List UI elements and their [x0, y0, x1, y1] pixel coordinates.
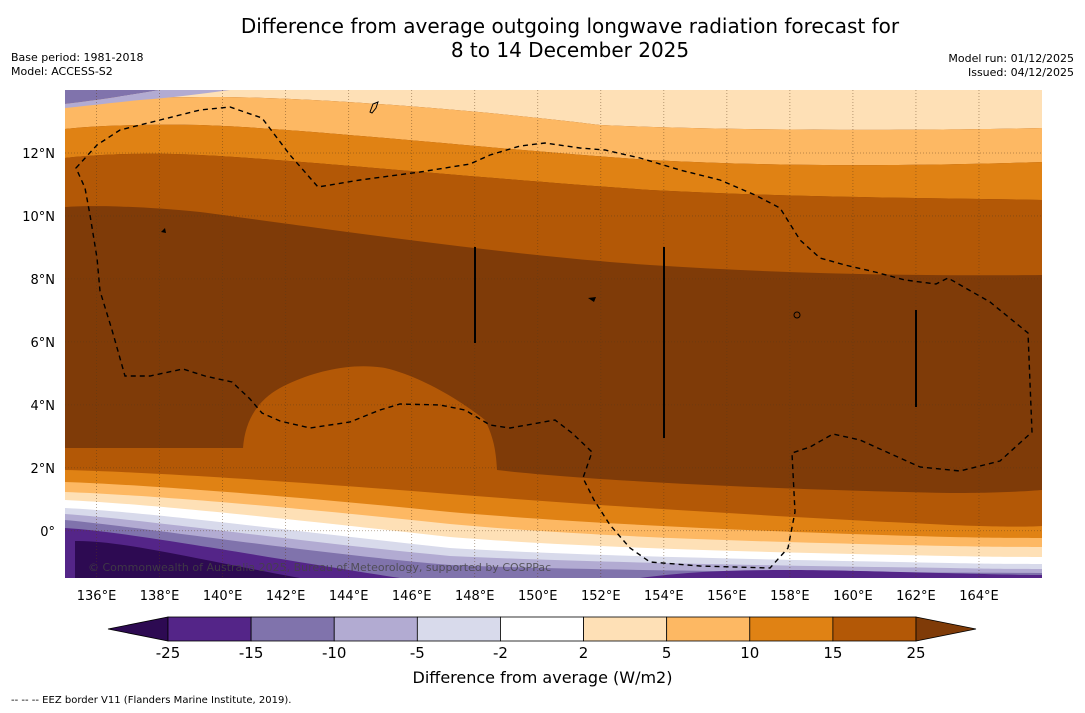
- x-tick-label: 138°E: [140, 589, 180, 604]
- colorbar-tick-label: 10: [740, 644, 759, 662]
- x-tick-label: 152°E: [581, 589, 621, 604]
- eez-border: [75, 106, 1033, 569]
- island-spec-b: [588, 297, 596, 302]
- y-tick-label: 0°: [40, 525, 55, 540]
- x-tick-label: 156°E: [707, 589, 747, 604]
- colorbar-tick-label: -10: [322, 644, 347, 662]
- band-north-5-10: [65, 95, 1042, 166]
- colorbar-segment: [500, 616, 584, 642]
- band-north-15-25: [65, 153, 1042, 276]
- colorbar-tick-label: 15: [823, 644, 842, 662]
- island-line-162e: [915, 310, 917, 407]
- y-axis-ticks: 0° 2°N 4°N 6°N 8°N 10°N 12°N: [22, 147, 55, 540]
- chart-title: Difference from average outgoing longwav…: [0, 14, 1085, 62]
- x-tick-label: 144°E: [329, 589, 369, 604]
- colorbar-segment: [167, 616, 252, 642]
- colorbar-tick-label: 2: [579, 644, 589, 662]
- model-name: Model: ACCESS-S2: [11, 65, 113, 78]
- band-central-15-25-bulge: [243, 366, 497, 470]
- colorbar-tick-label: -15: [239, 644, 264, 662]
- x-tick-label: 158°E: [770, 589, 810, 604]
- model-info: Base period: 1981-2018 Model: ACCESS-S2: [11, 51, 143, 79]
- island-line-148e: [474, 247, 476, 343]
- footnote: -- -- -- EEZ border V11 (Flanders Marine…: [11, 695, 292, 706]
- colorbar-segment: [333, 616, 418, 642]
- x-tick-label: 136°E: [77, 589, 117, 604]
- band-north-2-5: [65, 90, 1042, 130]
- map-credit: © Commonwealth of Australia 2025, Bureau…: [88, 561, 551, 574]
- colorbar-extend-max: [915, 616, 977, 642]
- colorbar-tick-label: -5: [410, 644, 425, 662]
- band-south-below-minus25: [75, 540, 300, 578]
- island-line-154e: [663, 247, 665, 438]
- island-marker-north: [369, 101, 379, 114]
- y-tick-label: 6°N: [31, 336, 56, 351]
- southern-bands: [65, 448, 1042, 578]
- x-tick-label: 154°E: [644, 589, 684, 604]
- band-south-purple-east: [640, 570, 1042, 578]
- band-northwest-lavender: [65, 90, 230, 108]
- x-tick-label: 160°E: [833, 589, 873, 604]
- band-north-10-15: [65, 124, 1042, 200]
- y-tick-label: 4°N: [31, 399, 56, 414]
- y-tick-label: 10°N: [22, 210, 55, 225]
- colorbar-segment: [666, 616, 751, 642]
- title-line-2: 8 to 14 December 2025: [450, 38, 690, 62]
- colorbar-segment: [583, 616, 668, 642]
- x-tick-label: 164°E: [959, 589, 999, 604]
- model-run: Model run: 01/12/2025: [948, 52, 1074, 65]
- y-tick-label: 12°N: [22, 147, 55, 162]
- band-south-minus15-minus10: [65, 520, 1042, 578]
- colorbar: -25 -15 -10 -5 -2 2 5 10 15 25: [107, 616, 977, 662]
- y-tick-label: 8°N: [31, 273, 56, 288]
- colorbar-tick-label: -2: [493, 644, 508, 662]
- heatmap-area: [65, 90, 1042, 578]
- y-tick-label: 2°N: [31, 462, 56, 477]
- colorbar-tick-label: 5: [662, 644, 672, 662]
- x-axis-ticks: 136°E 138°E 140°E 142°E 144°E 146°E 148°E 150°E…: [77, 589, 999, 604]
- x-tick-label: 162°E: [896, 589, 936, 604]
- issued-date: Issued: 04/12/2025: [967, 66, 1074, 79]
- x-tick-label: 148°E: [455, 589, 495, 604]
- islands: [161, 101, 917, 438]
- northern-bands: [65, 90, 1042, 276]
- gridlines: [65, 90, 1042, 578]
- x-tick-label: 146°E: [392, 589, 432, 604]
- title-line-1: Difference from average outgoing longwav…: [240, 14, 900, 38]
- band-northwest-purple: [65, 90, 160, 104]
- x-tick-label: 142°E: [266, 589, 306, 604]
- colorbar-segment: [250, 616, 335, 642]
- colorbar-tick-label: 25: [906, 644, 925, 662]
- x-tick-label: 140°E: [203, 589, 243, 604]
- run-info: Model run: 01/12/2025 Issued: 04/12/2025: [948, 52, 1074, 80]
- colorbar-extend-min: [107, 616, 169, 642]
- colorbar-segment: [832, 616, 917, 642]
- island-ring: [793, 311, 801, 319]
- colorbar-tick-label: -25: [156, 644, 181, 662]
- base-period: Base period: 1981-2018: [11, 51, 144, 64]
- island-spec-a: [161, 228, 166, 233]
- colorbar-title: Difference from average (W/m2): [412, 668, 673, 687]
- colorbar-segment: [416, 616, 501, 642]
- colorbar-segment: [749, 616, 834, 642]
- x-tick-label: 150°E: [518, 589, 558, 604]
